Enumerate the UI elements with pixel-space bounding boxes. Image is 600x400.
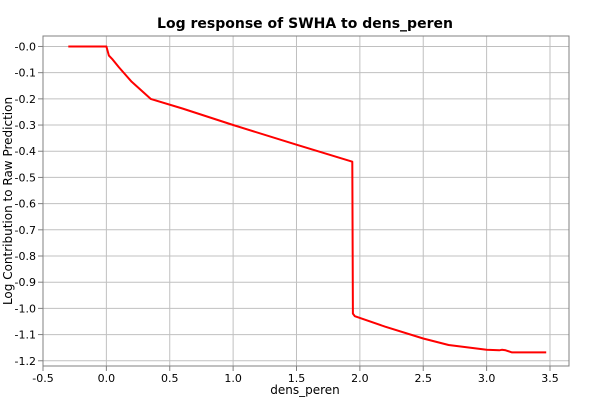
x-tick-label: 3.0 [478, 372, 496, 385]
y-tick-label: -0.7 [15, 224, 36, 237]
y-tick-label: -0.2 [15, 93, 36, 106]
x-tick-label: 3.5 [541, 372, 559, 385]
y-tick-label: -0.9 [15, 276, 36, 289]
x-tick-label: 2.0 [351, 372, 369, 385]
x-tick-label: 0.0 [98, 372, 116, 385]
y-tick-label: -0.3 [15, 119, 36, 132]
y-tick-label: -0.4 [15, 145, 36, 158]
y-tick-label: -0.8 [15, 250, 36, 263]
y-tick-label: -1.2 [15, 355, 36, 368]
x-tick-label: 0.5 [161, 372, 179, 385]
y-tick-label: -0.5 [15, 171, 36, 184]
x-tick-label: 1.5 [288, 372, 306, 385]
series-line [68, 45, 547, 354]
y-tick-label: -1.0 [15, 302, 36, 315]
grid [42, 36, 569, 366]
x-tick-label: 2.5 [414, 372, 432, 385]
y-axis-label: Log Contribution to Raw Prediction [1, 97, 15, 305]
y-tick-label: -0.1 [15, 67, 36, 80]
plot-area [42, 35, 570, 367]
x-axis-label: dens_peren [270, 383, 340, 397]
axis-ticks: -0.5 0.0 0.5 1.0 1.5 2.0 2.5 3.0 3.5 -0.0 -0.1 -0.2… [15, 40, 559, 385]
x-tick-label: -0.5 [32, 372, 53, 385]
x-tick-label: 1.0 [224, 372, 242, 385]
y-tick-label: -0.6 [15, 198, 36, 211]
y-tick-label: -0.0 [15, 40, 36, 53]
chart-title: Log response of SWHA to dens_peren [157, 16, 453, 32]
y-tick-label: -1.1 [15, 329, 36, 342]
